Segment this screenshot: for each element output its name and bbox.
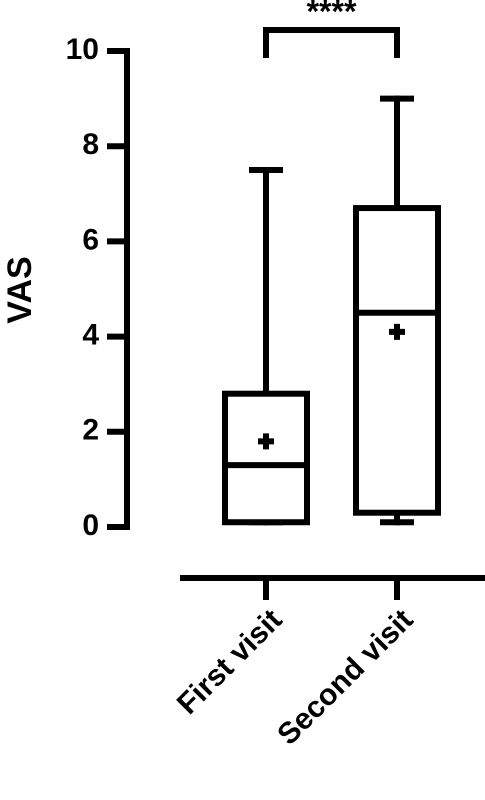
- box: [222, 390, 310, 526]
- y-tick-label: 6: [82, 223, 99, 256]
- y-tick-label: 4: [82, 319, 99, 352]
- y-tick-label: 8: [82, 128, 99, 161]
- x-tick-label: Second visit: [271, 603, 419, 751]
- x-tick-label: First visit: [171, 603, 289, 721]
- mean-marker: [258, 433, 274, 450]
- significance-bracket: [263, 27, 400, 58]
- y-tick-label: 0: [82, 509, 99, 542]
- y-tick-label: 2: [82, 414, 99, 447]
- mean-marker: [389, 323, 405, 340]
- y-tick-label: 10: [66, 33, 99, 66]
- y-axis-label: VAS: [1, 256, 39, 323]
- significance-label: ****: [307, 0, 357, 29]
- box: [353, 205, 441, 516]
